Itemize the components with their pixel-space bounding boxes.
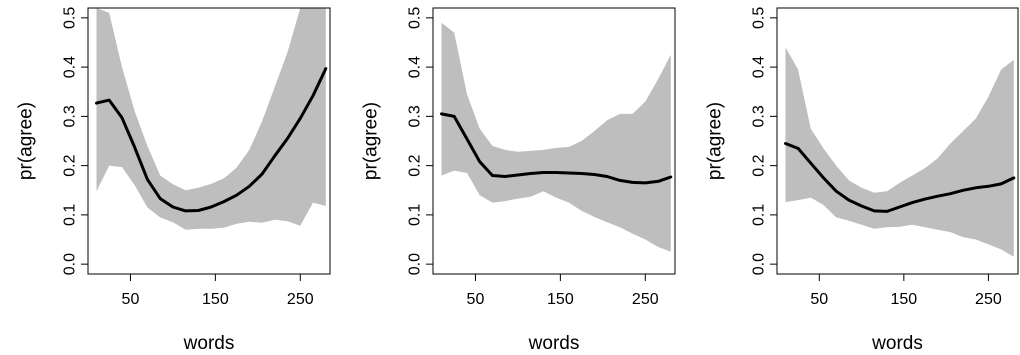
y-tick-label: 0.2: [407, 154, 424, 176]
x-tick-label: 50: [810, 291, 828, 308]
confidence-band-layer: [785, 47, 1014, 257]
fitted-line: [440, 112, 673, 185]
y-tick-label: 0.3: [751, 105, 768, 127]
confidence-band: [785, 47, 1014, 257]
axes-layer: 50 150 250 0.0 0.1 0.2 0.3 0.4 0.5: [751, 7, 1019, 308]
y-tick-label: 0.1: [62, 204, 79, 226]
confidence-band-layer: [441, 22, 671, 252]
x-tick-label: 150: [890, 291, 917, 308]
y-tick-label: 0.3: [407, 105, 424, 127]
plot-frame: [87, 7, 331, 275]
x-tick-label: 150: [202, 291, 229, 308]
y-axis-label: pr(agree): [361, 102, 382, 180]
y-tick-label: 0.4: [407, 56, 424, 78]
y-tick-label: 0.5: [62, 7, 79, 29]
panel-3: 50 150 250 0.0 0.1 0.2 0.3 0.4 0.5 words pr(agre…: [705, 7, 1019, 354]
x-tick-label: 50: [467, 291, 485, 308]
panel-2: 50 150 250 0.0 0.1 0.2 0.3 0.4 0.5 words pr(agre…: [361, 7, 676, 354]
y-axis-label: pr(agree): [705, 102, 726, 180]
y-tick-label: 0.4: [751, 56, 768, 78]
y-tick-label: 0.2: [62, 154, 79, 176]
plot-frame: [776, 7, 1019, 275]
y-tick-label: 0.3: [62, 105, 79, 127]
fitted-line-layer: [440, 112, 673, 185]
x-tick-label: 50: [122, 291, 140, 308]
fitted-line-layer: [95, 67, 328, 213]
y-tick-label: 0.0: [407, 253, 424, 275]
x-tick-label: 250: [632, 291, 659, 308]
y-tick-label: 0.0: [62, 253, 79, 275]
x-axis-label: words: [183, 333, 235, 354]
x-axis-label: words: [528, 333, 580, 354]
x-tick-label: 250: [975, 291, 1002, 308]
x-tick-label: 150: [547, 291, 574, 308]
plot-frame: [432, 7, 676, 275]
y-tick-label: 0.5: [407, 7, 424, 29]
y-tick-label: 0.5: [751, 7, 768, 29]
y-tick-label: 0.1: [407, 204, 424, 226]
x-axis-label: words: [871, 333, 923, 354]
confidence-band: [96, 8, 326, 230]
axes-layer: 50 150 250 0.0 0.1 0.2 0.3 0.4 0.5: [62, 7, 331, 308]
axes-layer: 50 150 250 0.0 0.1 0.2 0.3 0.4 0.5: [407, 7, 676, 308]
fitted-line: [784, 142, 1016, 213]
confidence-band-layer: [96, 8, 326, 230]
fitted-line-layer: [784, 142, 1016, 213]
y-tick-label: 0.0: [751, 253, 768, 275]
y-axis-label: pr(agree): [16, 102, 37, 180]
fitted-line: [95, 67, 328, 213]
x-tick-label: 250: [287, 291, 314, 308]
confidence-band: [441, 22, 671, 252]
y-tick-label: 0.1: [751, 204, 768, 226]
y-tick-label: 0.4: [62, 56, 79, 78]
panel-1: 50 150 250 0.0 0.1 0.2 0.3 0.4 0.5 words pr(agre…: [16, 7, 331, 354]
y-tick-label: 0.2: [751, 154, 768, 176]
